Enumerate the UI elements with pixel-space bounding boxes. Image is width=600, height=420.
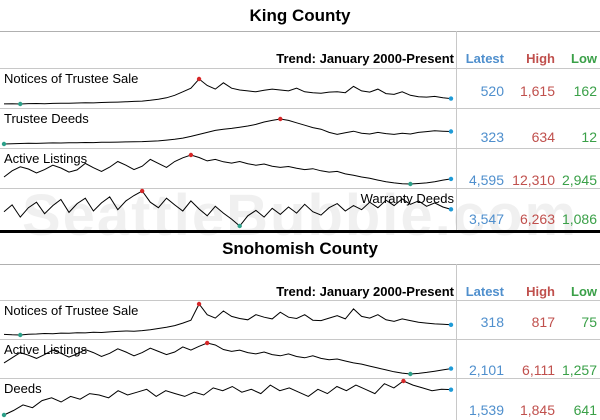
king-row-label-trustee-deeds: Trustee Deeds	[4, 111, 89, 126]
snohomish-trustee-sale-high: 817	[531, 314, 555, 330]
king-warranty-deeds-low-marker	[237, 223, 242, 229]
snohomish-row-label-active-listings: Active Listings	[4, 342, 88, 357]
king-warranty-deeds-latest-marker	[448, 207, 454, 212]
king-row-rule-2	[0, 148, 600, 149]
king-row-rule-1	[0, 108, 600, 109]
snohomish-trustee-sale-latest: 318	[480, 314, 504, 330]
snohomish-header-rule	[0, 300, 600, 301]
king-trustee-deeds-low: 12	[581, 129, 597, 145]
king-trustee-deeds-sparkline	[1, 116, 454, 147]
snohomish-active-listings-sparkline	[3, 340, 454, 377]
king-county-title: King County	[0, 0, 600, 32]
king-active-listings-high: 12,310	[512, 172, 555, 188]
king-trustee-deeds-line	[3, 118, 452, 145]
king-active-listings-sparkline	[3, 152, 454, 187]
king-trustee-deeds-high: 634	[531, 129, 555, 145]
snohomish-active-listings-low-marker	[408, 371, 413, 377]
king-warranty-deeds-latest: 3,547	[468, 211, 504, 227]
king-trustee-sale-line	[3, 78, 452, 105]
king-trustee-deeds-high-marker	[278, 116, 283, 122]
snohomish-deeds-latest: 1,539	[468, 402, 504, 418]
snohomish-county-title: Snohomish County	[0, 233, 600, 265]
king-divider	[456, 31, 457, 230]
king-trustee-sale-low: 162	[573, 83, 597, 99]
snohomish-divider	[456, 264, 457, 420]
king-row-rule-3	[0, 188, 600, 189]
snohomish-row-label-trustee-sale: Notices of Trustee Sale	[4, 303, 139, 318]
king-active-listings-latest: 4,595	[468, 172, 504, 188]
king-trustee-deeds-latest-marker	[448, 129, 454, 134]
snohomish-latest-header: Latest	[465, 284, 504, 299]
king-trustee-sale-latest: 520	[480, 83, 504, 99]
snohomish-row-label-deeds: Deeds	[4, 381, 42, 396]
king-active-listings-low-marker	[408, 181, 413, 187]
king-warranty-deeds-high: 6,263	[519, 211, 555, 227]
snohomish-high-header: High	[526, 284, 555, 299]
snohomish-trustee-sale-low: 75	[581, 314, 597, 330]
king-active-listings-high-marker	[188, 152, 194, 158]
snohomish-deeds-low-marker	[1, 412, 7, 418]
snohomish-active-listings-high: 6,111	[522, 362, 555, 378]
snohomish-active-listings-high-marker	[204, 340, 210, 346]
king-active-listings-latest-marker	[448, 176, 454, 182]
king-row-label-active-listings: Active Listings	[4, 151, 88, 166]
snohomish-deeds-low: 641	[573, 402, 597, 418]
king-active-listings-line	[3, 154, 452, 185]
snohomish-deeds-high-marker	[401, 378, 406, 384]
snohomish-deeds-high: 1,845	[519, 402, 555, 418]
county-divider	[0, 230, 600, 233]
king-trustee-sale-sparkline	[3, 76, 454, 107]
king-warranty-deeds-sparkline	[3, 188, 454, 229]
snohomish-trustee-sale-high-marker	[196, 301, 202, 307]
snohomish-trustee-sale-line	[3, 303, 452, 336]
snohomish-deeds-latest-marker	[448, 387, 454, 392]
snohomish-low-header: Low	[571, 284, 597, 299]
king-latest-header: Latest	[465, 51, 504, 66]
king-warranty-deeds-high-marker	[139, 188, 145, 194]
snohomish-trustee-sale-low-marker	[18, 332, 23, 338]
snohomish-active-listings-latest-marker	[448, 366, 454, 371]
snohomish-active-listings-low: 1,257	[561, 362, 597, 378]
king-trustee-sale-high: 1,615	[519, 83, 555, 99]
king-header-rule	[0, 68, 600, 69]
snohomish-trustee-sale-latest-marker	[448, 322, 454, 328]
king-low-header: Low	[571, 51, 597, 66]
king-trustee-deeds-low-marker	[1, 141, 7, 147]
snohomish-row-rule-2	[0, 378, 600, 379]
king-row-label-trustee-sale: Notices of Trustee Sale	[4, 71, 139, 86]
king-warranty-deeds-line	[3, 190, 452, 227]
king-trustee-deeds-latest: 323	[480, 129, 504, 145]
snohomish-trustee-sale-sparkline	[3, 301, 454, 338]
snohomish-trend-header: Trend: January 2000-Present	[276, 284, 454, 299]
king-trend-header: Trend: January 2000-Present	[276, 51, 454, 66]
king-trustee-sale-high-marker	[196, 76, 202, 82]
snohomish-active-listings-latest: 2,101	[468, 362, 504, 378]
king-trustee-sale-latest-marker	[448, 96, 454, 101]
snohomish-active-listings-line	[3, 342, 452, 375]
snohomish-row-rule-1	[0, 339, 600, 340]
king-trustee-sale-low-marker	[18, 101, 23, 107]
king-high-header: High	[526, 51, 555, 66]
king-active-listings-low: 2,945	[561, 172, 597, 188]
king-warranty-deeds-low: 1,086	[561, 211, 597, 227]
snohomish-deeds-sparkline	[1, 378, 454, 418]
snohomish-deeds-line	[3, 380, 452, 416]
